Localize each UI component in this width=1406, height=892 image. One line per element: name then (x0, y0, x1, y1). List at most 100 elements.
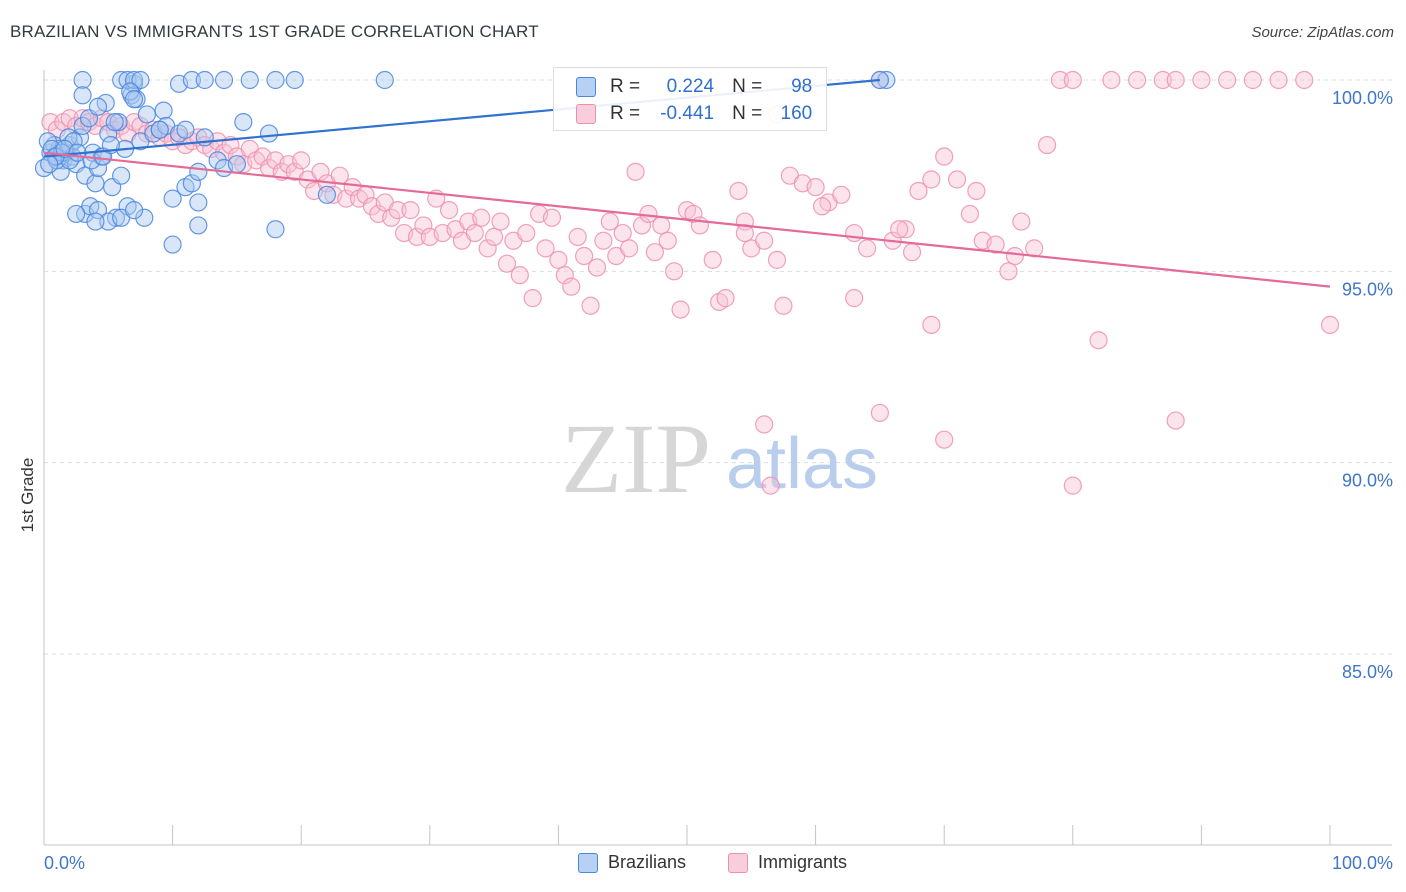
immigrant-point-73 (510, 266, 529, 285)
y-tick-label-1: 95.0% (1342, 279, 1393, 299)
watermark-zip: ZIP (561, 403, 711, 514)
stats-r-value-immigrants: -0.441 (660, 103, 715, 124)
immigrant-point-148 (1166, 411, 1185, 430)
immigrant-point-131 (1037, 135, 1057, 155)
immigrant-point-79 (549, 250, 568, 269)
immigrant-point-144 (755, 415, 774, 434)
immigrant-point-89 (613, 223, 632, 243)
immigrant-point-157 (1005, 246, 1025, 266)
stats-n-value-brazilians: 98 (791, 76, 813, 97)
stats-n-label: N = (732, 76, 763, 97)
immigrant-point-100 (684, 204, 703, 224)
immigrant-point-46 (337, 189, 356, 208)
immigrant-point-136 (1153, 70, 1172, 90)
immigrant-point-113 (806, 178, 825, 197)
brazilian-point-61 (375, 70, 394, 90)
brazilian-point-55 (182, 70, 201, 90)
immigrant-point-122 (922, 170, 941, 189)
brazilian-point-15 (86, 174, 105, 193)
immigrant-point-109 (767, 250, 787, 269)
x-tick-label-0: 0.0% (44, 853, 85, 873)
stats-r-label: R = (610, 103, 641, 124)
brazilian-point-22 (109, 112, 128, 132)
brazilian-point-66 (124, 90, 144, 109)
y-tick-label-2: 90.0% (1342, 471, 1393, 491)
immigrant-point-80 (555, 266, 574, 285)
brazilian-point-40 (189, 193, 208, 212)
legend-label-brazilians: Brazilians (608, 852, 687, 872)
legend-item-immigrants[interactable]: Immigrants (728, 852, 847, 873)
immigrant-point-121 (909, 181, 928, 201)
brazilian-point-51 (118, 70, 137, 90)
immigrant-point-138 (1192, 70, 1211, 90)
chart-title: BRAZILIAN VS IMMIGRANTS 1ST GRADE CORREL… (10, 22, 539, 41)
immigrant-point-62 (439, 201, 459, 220)
immigrant-point-39 (292, 151, 311, 170)
brazilian-point-52 (124, 70, 144, 90)
brazilian-point-49 (73, 70, 92, 90)
stats-box: R = 0.224 N = 98 R = -0.441 N = 160 (553, 67, 827, 131)
immigrant-point-57 (407, 227, 427, 246)
immigrant-point-142 (1295, 70, 1314, 90)
legend: Brazilians Immigrants (0, 852, 1406, 878)
brazilian-point-60 (285, 70, 304, 90)
data-points (34, 70, 1340, 495)
immigrant-point-97 (665, 262, 684, 281)
immigrant-point-84 (581, 296, 600, 315)
immigrant-point-86 (594, 231, 613, 250)
tick-labels: 100.0% 95.0% 90.0% 85.0% 0.0% 100.0% (44, 88, 1393, 873)
brazilian-point-47 (67, 204, 86, 224)
immigrant-point-66 (465, 223, 484, 243)
source-label: Source: ZipAtlas.com (1251, 24, 1394, 41)
immigrant-point-94 (645, 243, 664, 262)
immigrant-point-128 (999, 262, 1018, 281)
legend-swatch-brazilians (578, 852, 598, 873)
legend-item-brazilians[interactable]: Brazilians (578, 852, 686, 873)
immigrant-point-82 (568, 227, 587, 246)
immigrant-point-67 (472, 208, 491, 227)
immigrant-point-98 (671, 300, 690, 319)
immigrant-point-135 (1127, 70, 1147, 90)
immigrant-point-91 (626, 162, 645, 181)
immigrant-point-54 (388, 201, 407, 220)
immigrant-point-137 (1166, 70, 1185, 90)
brazilian-point-76 (163, 235, 182, 254)
immigrant-point-124 (947, 170, 967, 189)
immigrant-point-42 (311, 162, 330, 181)
immigrant-point-149 (761, 476, 780, 495)
immigrant-point-110 (774, 296, 793, 315)
brazilian-point-43 (88, 201, 108, 220)
brazilian-point-53 (131, 70, 150, 90)
immigrant-point-153 (967, 181, 986, 201)
axes (43, 70, 1392, 846)
immigrant-point-129 (1012, 212, 1031, 231)
immigrant-point-77 (536, 239, 555, 258)
brazilian-point-30 (135, 208, 154, 227)
immigrant-point-141 (1269, 70, 1288, 90)
immigrant-point-152 (890, 220, 909, 239)
brazilian-point-46 (124, 201, 144, 220)
immigrant-point-102 (703, 250, 722, 269)
immigrant-point-139 (1218, 70, 1237, 90)
immigrant-point-146 (935, 430, 954, 449)
brazilian-point-67 (150, 120, 169, 139)
brazilian-point-34 (154, 101, 173, 120)
brazilian-point-96 (40, 155, 59, 174)
immigrant-point-145 (870, 403, 890, 423)
immigrant-point-115 (832, 185, 851, 204)
immigrant-point-147 (1063, 476, 1082, 495)
brazilian-point-36 (163, 189, 182, 208)
immigrant-point-95 (652, 216, 671, 235)
stats-row-brazilians: R = 0.224 N = 98 (576, 74, 812, 100)
immigrant-point-127 (986, 235, 1005, 254)
immigrant-point-132 (1050, 70, 1070, 90)
y-tick-label-3: 85.0% (1342, 662, 1393, 682)
y-tick-label-0: 100.0% (1332, 88, 1393, 108)
immigrant-point-133 (1063, 70, 1082, 90)
immigrant-point-116 (845, 289, 864, 308)
immigrant-point-70 (491, 212, 510, 231)
brazilian-point-58 (240, 70, 259, 90)
immigrant-point-68 (478, 239, 497, 258)
immigrant-trend-line (43, 151, 1331, 288)
